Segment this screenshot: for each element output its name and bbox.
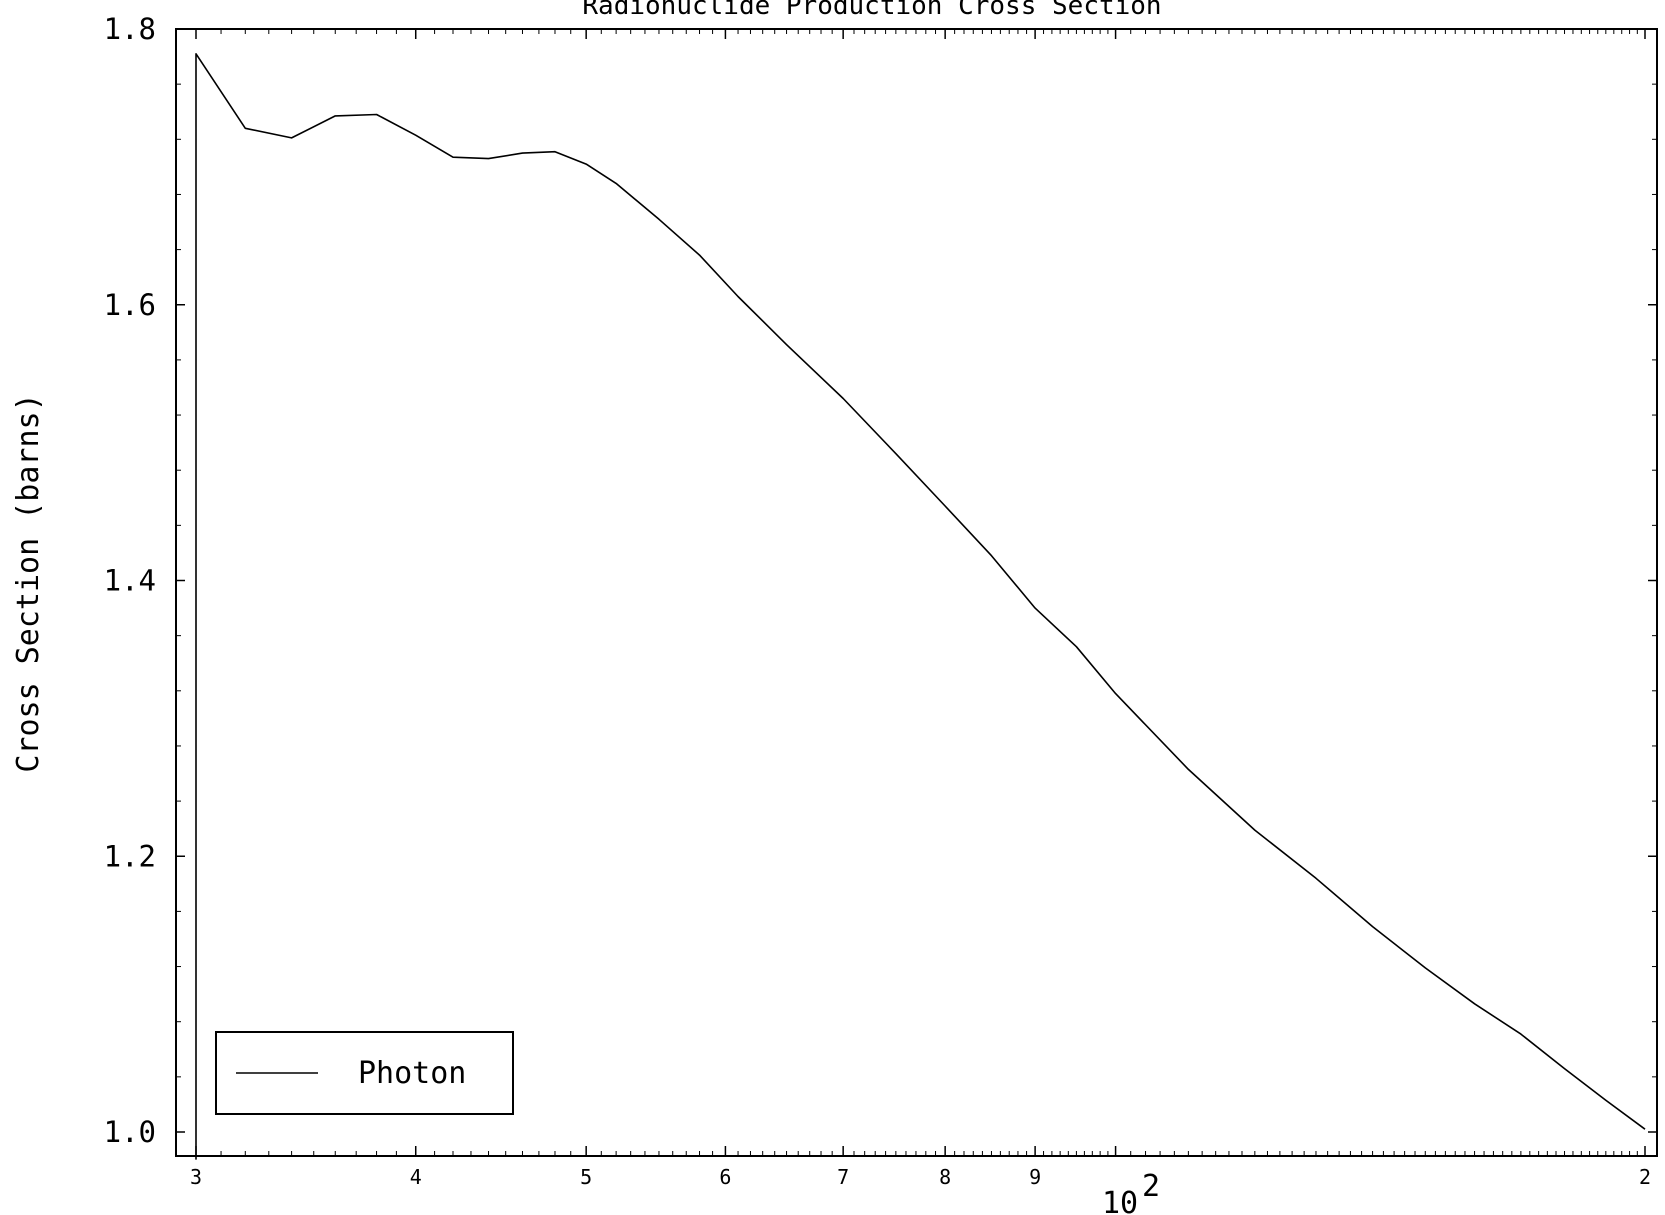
x-tick-label: 4 <box>410 1165 422 1189</box>
y-axis-label: Cross Section (barns) <box>11 393 46 772</box>
decade-base: 10 <box>1102 1186 1138 1215</box>
chart-title: Radionuclide Production Cross Section <box>582 0 1161 21</box>
plot-frame <box>175 28 1658 1157</box>
x-decade-label: 10 2 <box>1102 1169 1160 1215</box>
axis-ticks <box>176 28 1657 1156</box>
series-layer <box>195 53 1646 1160</box>
y-tick-labels: 1.0 1.2 1.4 1.6 1.8 <box>104 12 156 1149</box>
x-tick-label: 3 <box>190 1165 202 1189</box>
x-tick-label: 9 <box>1029 1165 1041 1189</box>
x-tick-label: 5 <box>580 1165 592 1189</box>
series-line-photon <box>195 53 1646 1160</box>
y-tick-label: 1.0 <box>104 1115 156 1149</box>
x-tick-label: 8 <box>939 1165 951 1189</box>
decade-exponent: 2 <box>1142 1169 1160 1204</box>
x-tick-label: 7 <box>837 1165 849 1189</box>
x-tick-label: 2 <box>1639 1165 1651 1189</box>
y-tick-label: 1.6 <box>104 288 156 322</box>
y-tick-label: 1.4 <box>104 564 156 598</box>
y-tick-label: 1.2 <box>104 839 156 873</box>
legend: Photon <box>215 1031 514 1115</box>
y-tick-label: 1.8 <box>104 12 156 46</box>
legend-label: Photon <box>358 1056 466 1091</box>
x-tick-labels: 3 4 5 6 7 8 9 2 <box>190 1165 1651 1189</box>
x-tick-label: 6 <box>719 1165 731 1189</box>
